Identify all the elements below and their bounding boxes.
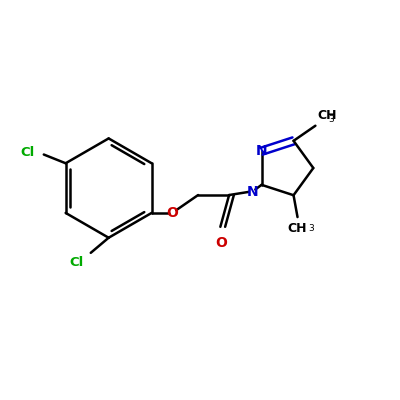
Text: 3: 3 bbox=[308, 224, 314, 233]
Text: Cl: Cl bbox=[21, 146, 35, 160]
Text: O: O bbox=[216, 236, 228, 250]
Text: 3: 3 bbox=[328, 115, 334, 124]
Text: Cl: Cl bbox=[69, 256, 84, 269]
Text: N: N bbox=[246, 185, 258, 199]
Text: O: O bbox=[166, 206, 178, 220]
Text: CH: CH bbox=[288, 222, 307, 235]
Text: N: N bbox=[256, 144, 267, 158]
Text: CH: CH bbox=[317, 109, 336, 122]
